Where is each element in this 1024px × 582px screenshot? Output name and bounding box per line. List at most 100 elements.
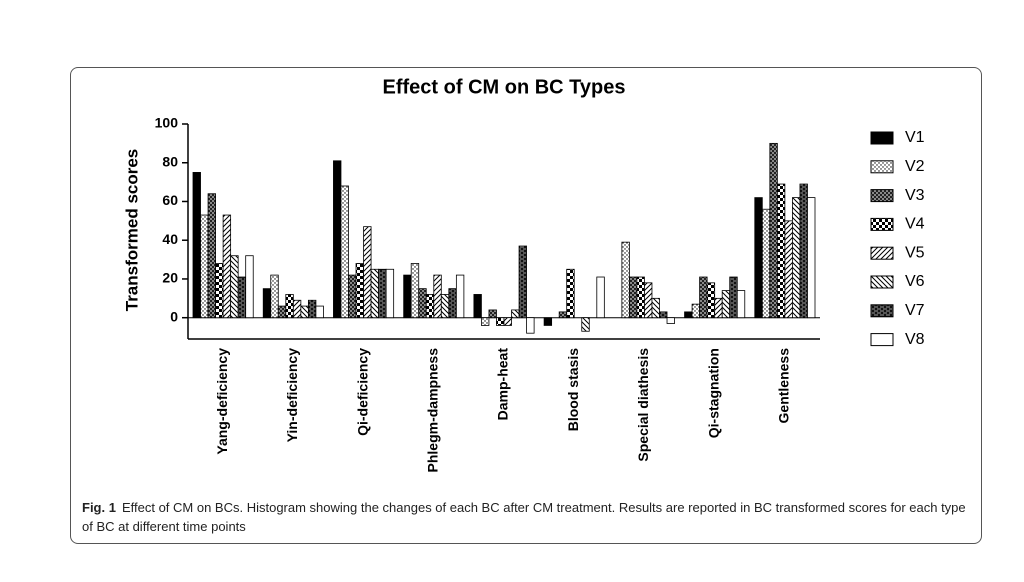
bar [691,303,701,319]
bar [714,297,723,319]
bar [596,276,605,319]
x-tick-label: Damp-heat [495,348,511,421]
bar [448,288,457,319]
bar [666,317,675,324]
x-tick-label: Blood stasis [565,348,581,431]
legend-swatch [870,275,894,289]
bar [566,268,575,319]
bar [262,288,272,319]
legend-swatch [870,333,894,347]
bar [636,276,645,319]
bar [729,276,738,319]
legend-label: V3 [905,187,925,204]
x-tick-label: Qi-stagnation [705,348,721,438]
bar [222,214,232,319]
legend-swatch [870,131,894,145]
y-tick-label: 20 [162,270,178,286]
bar [418,288,427,319]
bar [455,274,465,319]
bar [285,294,294,319]
bar [403,274,412,319]
bar [581,317,590,332]
bar [425,294,435,319]
caption-text: Effect of CM on BCs. Histogram showing t… [82,500,966,534]
legend-swatch [870,189,894,203]
bar [776,183,786,319]
legend-swatch [870,217,894,231]
y-tick-label: 100 [155,115,179,131]
legend-label: V8 [905,331,925,348]
bar [230,255,239,319]
bar [410,263,420,319]
bar [300,305,309,319]
bar [245,255,254,319]
bar [706,282,716,319]
legend-label: V6 [905,273,925,290]
bar [807,197,816,319]
y-tick-label: 60 [162,192,178,208]
bar [433,274,442,319]
bar [270,274,279,319]
bar [511,309,520,319]
bar [699,276,708,319]
y-tick-label: 80 [162,153,178,169]
bar [558,311,568,319]
bar [481,317,490,326]
legend-label: V5 [905,244,925,261]
bar [237,276,247,319]
bar [621,241,630,319]
legend-swatch [870,160,894,174]
bar [721,290,731,319]
bar [277,305,287,319]
x-tick-label: Phlegm-dampness [424,348,440,473]
legend-label: V1 [905,129,925,146]
legend-swatch [870,304,894,318]
bar [363,226,372,319]
bar [292,299,302,319]
caption-label: Fig. 1 [82,500,116,515]
bar [644,282,653,319]
bar [385,268,395,319]
bar [207,193,216,319]
y-tick-label: 0 [170,308,178,324]
bar [192,172,201,319]
legend-swatch [870,246,894,260]
bar [333,160,342,319]
bar [307,299,317,319]
bar [348,274,357,319]
bar [659,311,668,319]
figure-frame [70,67,982,544]
x-tick-label: Special diathesis [635,348,651,462]
bar [496,317,505,326]
bar [473,294,482,319]
caption: Fig. 1 Effect of CM on BCs. Histogram sho… [82,498,972,536]
bar [799,183,808,319]
bar [215,263,224,319]
bar [526,317,535,334]
y-axis-label: Transformed scores [122,149,141,312]
x-tick-label: Yin-deficiency [284,348,300,443]
bar [784,220,793,319]
bar [355,263,364,319]
bar [340,185,349,319]
bar [200,214,209,319]
chart-title: Effect of CM on BC Types [383,76,626,98]
bar [378,268,387,319]
legend-label: V2 [905,158,925,175]
bar [518,245,527,319]
bar [315,305,324,319]
bar [761,208,771,319]
bar [792,197,801,319]
bar [370,268,380,319]
bar [769,142,778,319]
bar [754,197,763,319]
bar [651,297,660,319]
x-tick-label: Gentleness [776,348,792,424]
bar [684,311,693,319]
bar [503,317,512,326]
y-tick-label: 40 [162,231,178,247]
bar [543,317,553,326]
bar [736,290,746,319]
